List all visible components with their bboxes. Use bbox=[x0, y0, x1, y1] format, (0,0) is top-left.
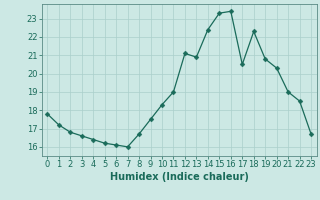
X-axis label: Humidex (Indice chaleur): Humidex (Indice chaleur) bbox=[110, 172, 249, 182]
